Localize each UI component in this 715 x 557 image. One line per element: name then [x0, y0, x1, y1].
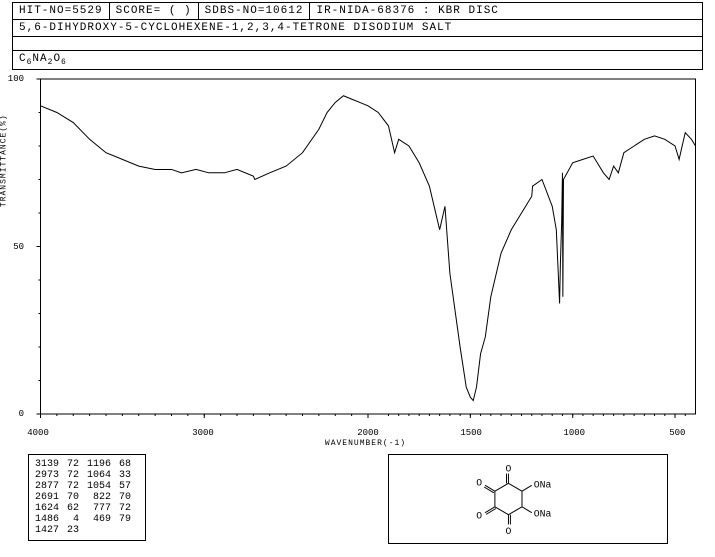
table-row: 26917082270	[35, 492, 139, 503]
ir-cell: IR-NIDA-68376 : KBR DISC	[310, 3, 702, 19]
svg-text:ONa: ONa	[534, 479, 552, 490]
svg-text:O: O	[506, 464, 512, 475]
x-tick-label: 1000	[563, 428, 585, 438]
y-axis-label: TRANSMITTANCE(%)	[0, 114, 9, 207]
table-row: 142723	[35, 525, 139, 536]
table-row: 297372106433	[35, 470, 139, 481]
score-cell: SCORE= ( )	[110, 3, 199, 19]
svg-text:O: O	[506, 526, 512, 537]
formula: C6NA2O6	[12, 51, 703, 70]
header-row: HIT-NO=5529 SCORE= ( ) SDBS-NO=10612 IR-…	[12, 2, 703, 20]
hit-no-cell: HIT-NO=5529	[13, 3, 110, 19]
table-row: 287772105457	[35, 481, 139, 492]
y-tick-label: 100	[6, 74, 24, 84]
structure-box: O O O O ONa ONa	[388, 454, 668, 544]
peak-table-body: 3139721196682973721064332877721054572691…	[35, 459, 139, 536]
x-tick-label: 2000	[357, 428, 379, 438]
table-row: 16246277772	[35, 503, 139, 514]
peak-table: 3139721196682973721064332877721054572691…	[28, 454, 146, 541]
compound-name: 5,6-DIHYDROXY-5-CYCLOHEXENE-1,2,3,4-TETR…	[12, 20, 703, 37]
table-row: 1486446979	[35, 514, 139, 525]
svg-text:O: O	[476, 477, 482, 488]
x-axis-label: WAVENUMBER(-1)	[325, 439, 406, 448]
sdbs-cell: SDBS-NO=10612	[199, 3, 311, 19]
x-tick-label: 4000	[27, 428, 49, 438]
table-row: 313972119668	[35, 459, 139, 470]
ir-spectrum-chart: TRANSMITTANCE(%) WAVENUMBER(-1) 40003000…	[28, 74, 703, 424]
structure-drawing: O O O O ONa ONa	[389, 455, 667, 543]
spectrum-plot	[28, 74, 703, 424]
svg-text:ONa: ONa	[534, 509, 552, 520]
x-tick-label: 500	[669, 428, 685, 438]
bottom-region: 3139721196682973721064332877721054572691…	[28, 454, 703, 554]
y-tick-label: 50	[6, 242, 24, 252]
y-tick-label: 0	[6, 409, 24, 419]
svg-text:O: O	[476, 511, 482, 522]
empty-row	[12, 37, 703, 51]
x-tick-label: 1500	[460, 428, 482, 438]
x-tick-label: 3000	[192, 428, 214, 438]
